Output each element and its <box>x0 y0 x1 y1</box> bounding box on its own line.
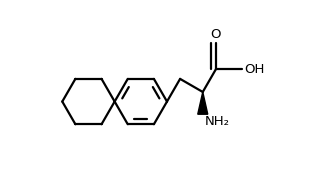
Text: O: O <box>211 28 221 41</box>
Text: OH: OH <box>244 63 264 76</box>
Text: NH₂: NH₂ <box>205 115 229 128</box>
Polygon shape <box>198 92 208 114</box>
